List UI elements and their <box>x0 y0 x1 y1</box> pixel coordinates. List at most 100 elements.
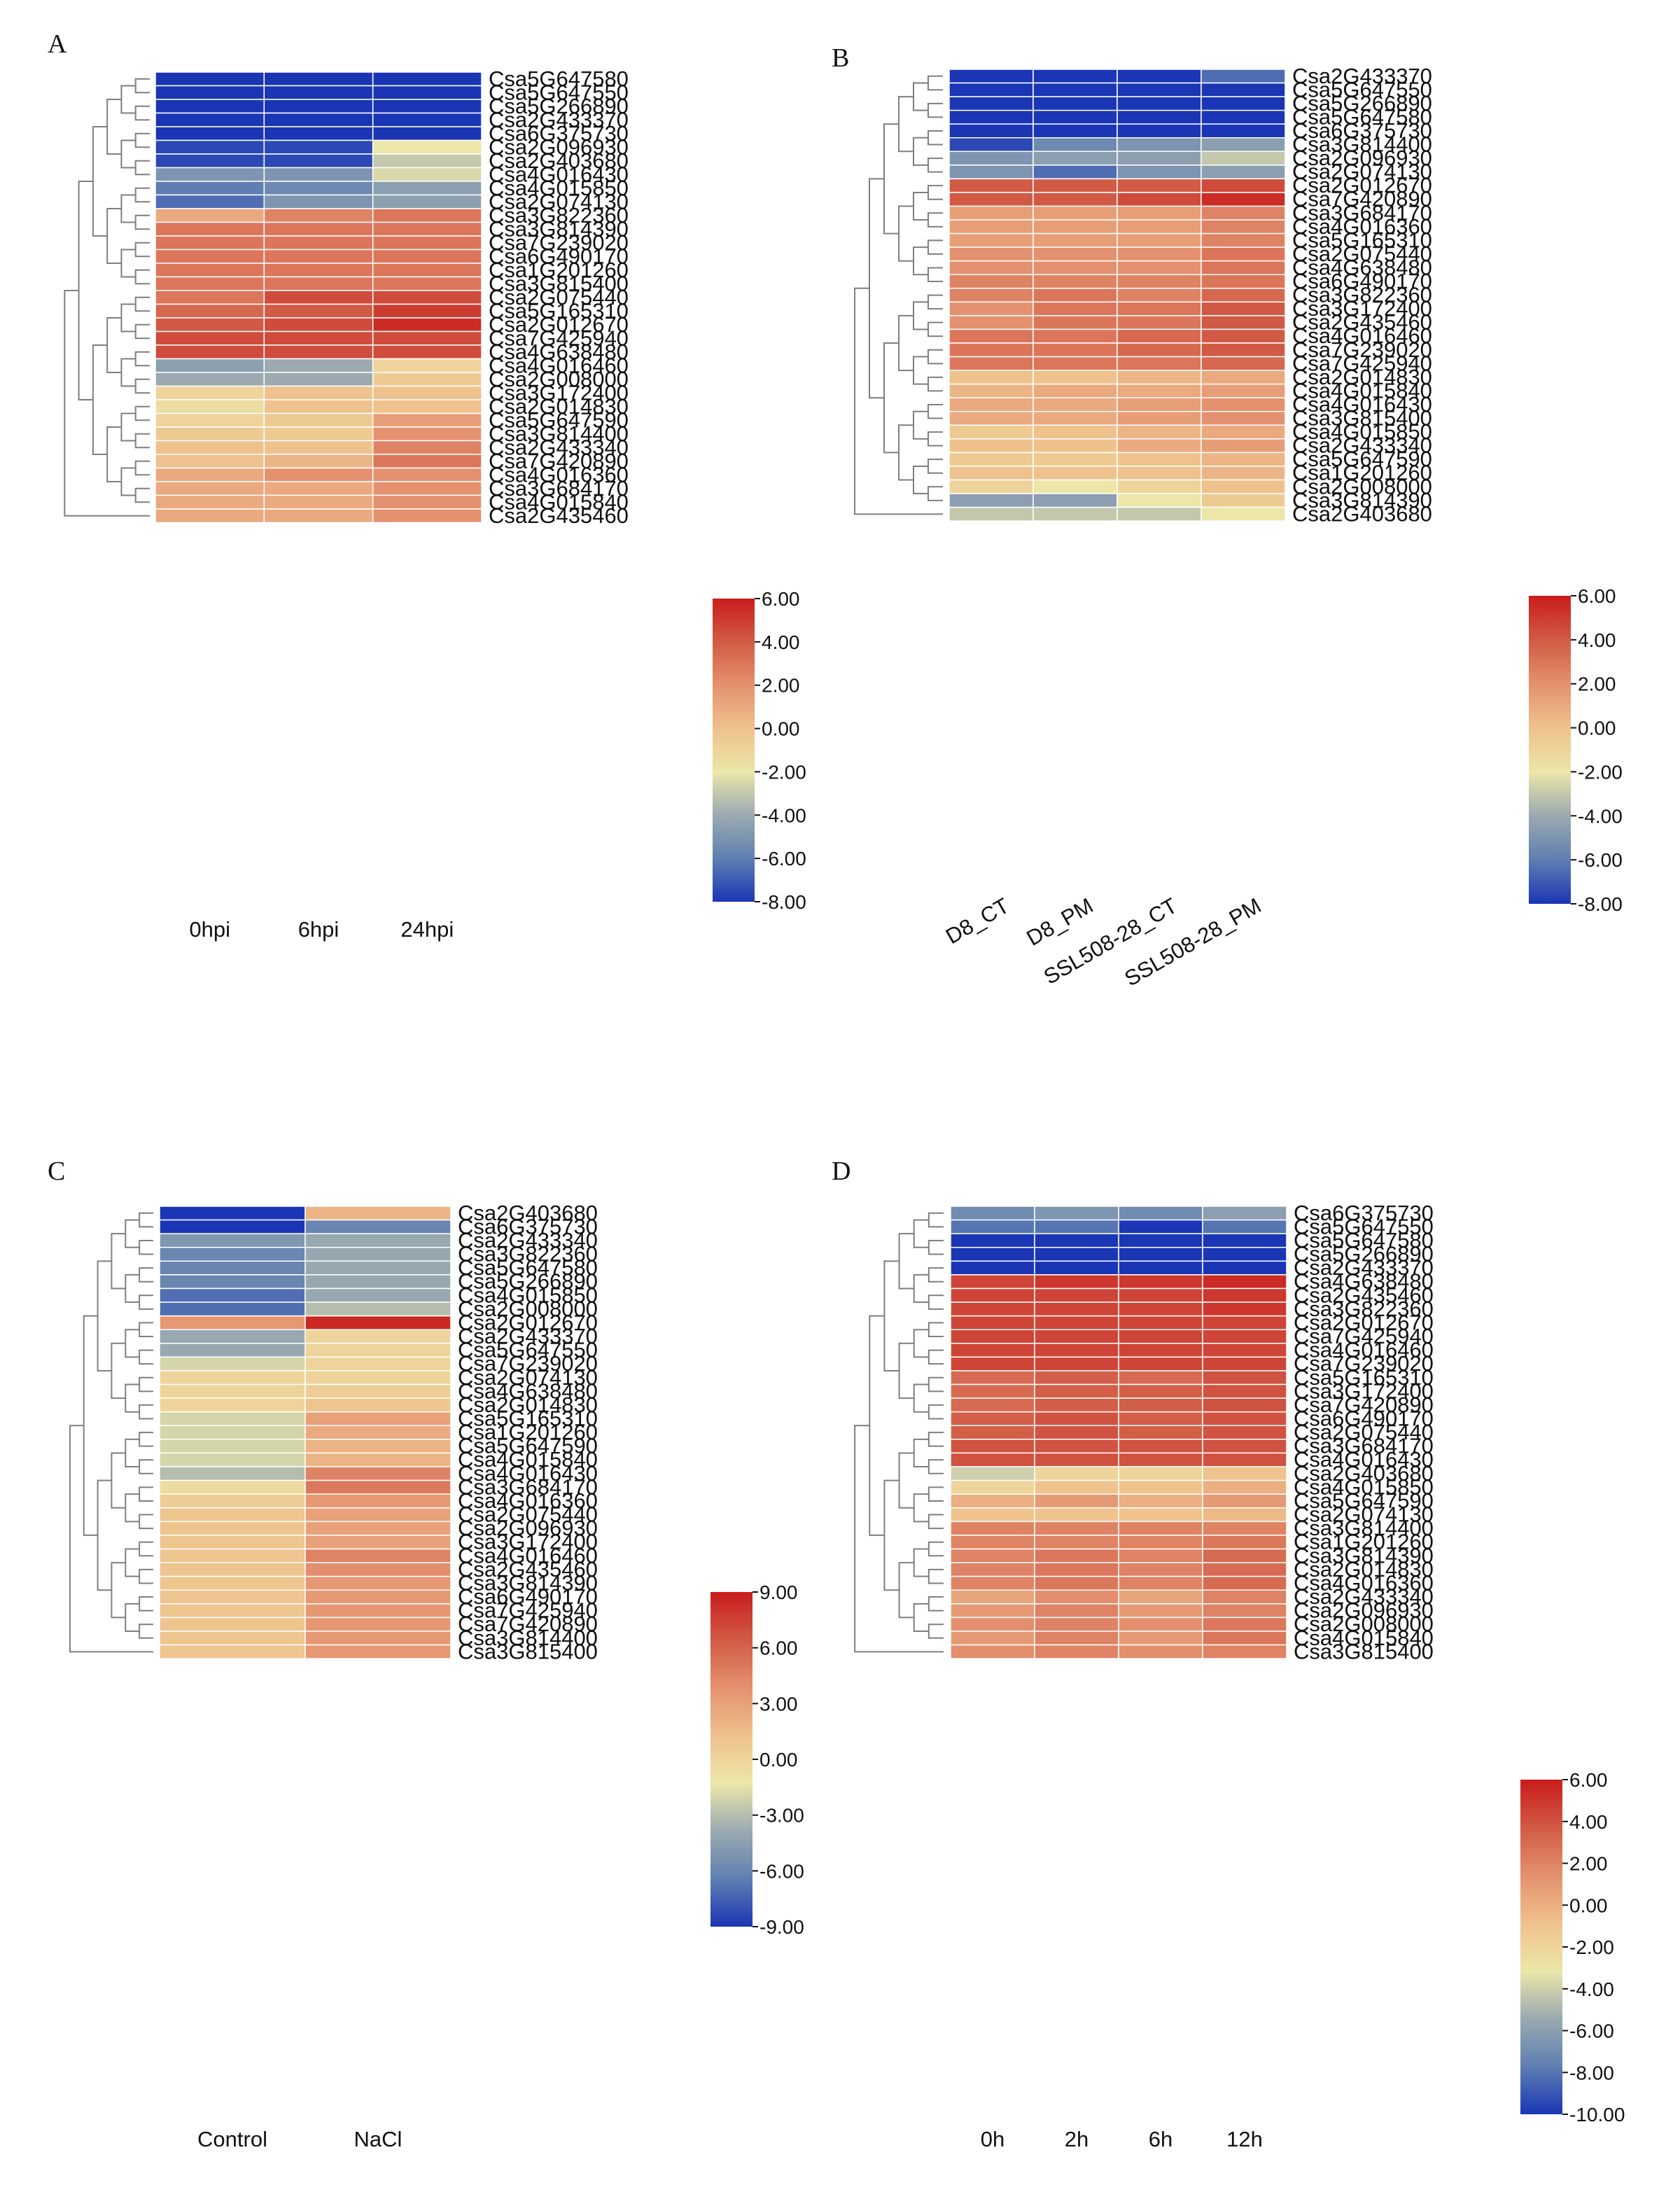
dendrogram-branch <box>139 1486 153 1502</box>
heatmap-cell <box>1032 205 1118 221</box>
dendrogram-branch <box>139 1376 153 1392</box>
heatmap-cell <box>304 1644 451 1659</box>
dendrogram-branch <box>927 486 943 501</box>
heatmap-cell <box>1202 1535 1287 1550</box>
heatmap-cell <box>1118 1535 1203 1550</box>
heatmap-cell <box>159 1466 306 1481</box>
dendrogram-branch <box>111 1342 126 1399</box>
heatmap-cell <box>1202 1452 1287 1467</box>
heatmap-cell <box>950 1493 1035 1509</box>
heatmap-cell <box>372 249 482 264</box>
heatmap-cell <box>263 235 374 251</box>
gene-label-csa4g016430: Csa4G016430 <box>1292 392 1432 417</box>
gene-label-csa4g016360: Csa4G016360 <box>1292 214 1432 239</box>
heatmap-cell <box>159 1356 306 1371</box>
heatmap-cell <box>950 1233 1035 1248</box>
heatmap-cell <box>1200 438 1286 454</box>
heatmap-cell <box>155 317 265 333</box>
heatmap-cell <box>159 1246 306 1262</box>
dendrogram-branch <box>927 321 943 337</box>
heatmap-cell <box>1118 1343 1203 1358</box>
scale-tick-label: 2.00 <box>762 675 800 697</box>
heatmap-cell <box>1032 96 1118 111</box>
dendrogram-branch <box>898 205 913 262</box>
heatmap-cell <box>1202 1439 1287 1454</box>
heatmap-cell <box>950 1507 1035 1523</box>
heatmap-cell <box>948 506 1034 522</box>
heatmap-cell <box>372 481 482 496</box>
heatmap-cell <box>159 1274 306 1290</box>
gene-label-csa6g375730: Csa6G375730 <box>1292 118 1432 143</box>
dendrogram-branch <box>913 1219 929 1248</box>
gene-label-csa2g008000: Csa2G008000 <box>1292 474 1432 498</box>
dendrogram-branch <box>913 1273 929 1304</box>
gene-label-csa3g815400: Csa3G815400 <box>1292 406 1432 431</box>
heatmap-cell <box>372 385 482 400</box>
heatmap-cell <box>1032 328 1118 344</box>
gene-label-csa2g074130: Csa2G074130 <box>1294 1502 1434 1527</box>
heatmap-cell <box>1116 109 1202 125</box>
dendrogram-branch <box>134 487 150 503</box>
heatmap-cell <box>1034 1589 1119 1605</box>
heatmap-cell <box>1032 137 1118 153</box>
dendrogram-branch <box>69 1425 153 1653</box>
heatmap-cell <box>1034 1315 1119 1330</box>
scale-tick-label: 6.00 <box>762 588 800 610</box>
dendrogram-branch <box>78 181 93 400</box>
dendrogram-branch <box>111 1452 126 1509</box>
heatmap-cell <box>263 112 374 127</box>
panel-letter: B <box>832 43 849 73</box>
heatmap-cell <box>155 71 265 87</box>
dendrogram-branch <box>120 303 136 333</box>
gene-label-csa2g014830: Csa2G014830 <box>1292 365 1432 389</box>
heatmap-cell <box>948 205 1034 221</box>
heatmap-cell <box>948 151 1034 166</box>
heatmap-cell <box>159 1383 306 1399</box>
column-label-0hpi: 0hpi <box>189 917 230 942</box>
heatmap-cell <box>1032 69 1118 84</box>
heatmap-cell <box>1116 466 1202 481</box>
dendrogram-branch <box>139 1624 153 1639</box>
column-label-0h: 0h <box>981 2127 1004 2151</box>
scale-tick-label: 0.00 <box>760 1749 798 1771</box>
heatmap-cell <box>1202 1479 1287 1495</box>
heatmap-cell <box>1202 1315 1287 1330</box>
column-label-d8-ct: D8_CT <box>941 893 1014 949</box>
gene-label-csa5g647550: Csa5G647550 <box>458 1338 598 1362</box>
dendrogram-branch <box>120 85 136 114</box>
heatmap-cell <box>304 1466 451 1481</box>
heatmap-cell <box>155 412 265 428</box>
heatmap-cell <box>1202 1548 1287 1563</box>
dendrogram-branch <box>120 249 136 278</box>
heatmap-cell <box>1118 1274 1203 1290</box>
heatmap-cell <box>948 219 1034 235</box>
dendrogram-branch <box>125 1219 140 1248</box>
heatmap-cell <box>1032 246 1118 262</box>
heatmap-cell <box>155 440 265 455</box>
heatmap-cell <box>1200 342 1286 358</box>
heatmap-cell <box>1116 192 1202 207</box>
scale-tick-label: -6.00 <box>1569 2020 1614 2042</box>
gene-label-csa2g096930: Csa2G096930 <box>1294 1598 1434 1623</box>
heatmap-cell <box>159 1301 306 1317</box>
heatmap-cell <box>1034 1521 1119 1536</box>
heatmap-cell <box>948 69 1034 84</box>
scale-tick-label: 6.00 <box>1578 585 1616 607</box>
gene-label-csa5g647590: Csa5G647590 <box>1294 1488 1434 1513</box>
dendrogram-branch <box>883 1260 899 1371</box>
heatmap-cell <box>1032 315 1118 330</box>
dendrogram-branch <box>125 1548 140 1577</box>
heatmap-cell <box>1200 260 1286 276</box>
heatmap-cell <box>1116 328 1202 344</box>
heatmap-cell <box>155 372 265 387</box>
heatmap-cell <box>1032 301 1118 316</box>
gene-label-csa2g074130: Csa2G074130 <box>489 189 629 214</box>
gene-label-csa7g420890: Csa7G420890 <box>1292 187 1432 211</box>
dendrogram-branch <box>927 1376 944 1392</box>
heatmap-cell <box>159 1589 306 1605</box>
heatmap-cell <box>263 412 374 428</box>
dendrogram-branch <box>898 1452 914 1509</box>
gene-label-csa4g016430: Csa4G016430 <box>489 162 629 186</box>
heatmap-cell <box>948 232 1034 248</box>
heatmap-cell <box>304 1219 451 1234</box>
